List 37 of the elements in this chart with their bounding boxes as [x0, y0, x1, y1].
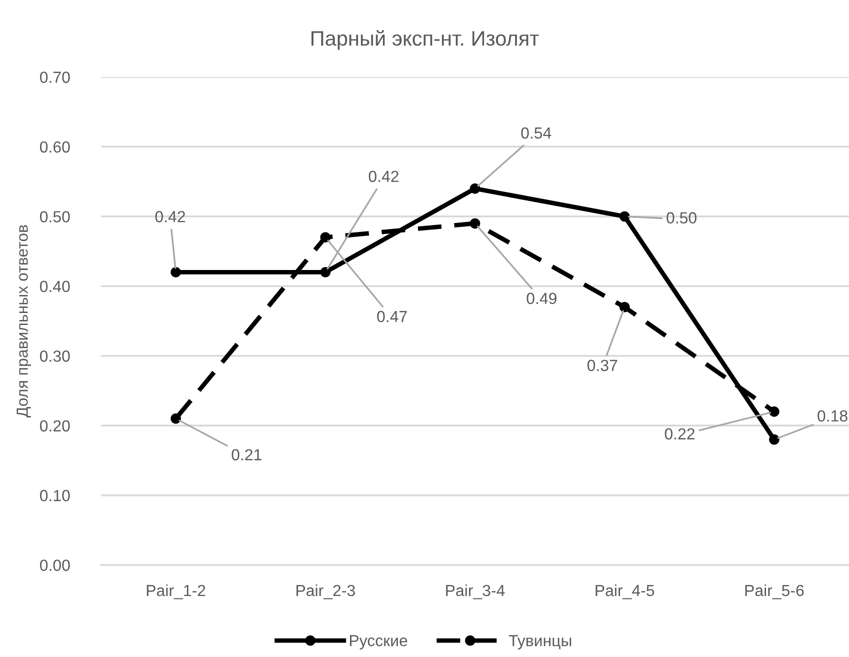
- legend-label: Русские: [350, 635, 408, 650]
- y-tick-label: 0.30: [40, 350, 70, 362]
- x-tick-label: Pair_4-5: [596, 584, 654, 600]
- y-axis-title: Доля правильных ответов: [16, 225, 32, 418]
- data-label: 0.42: [368, 170, 398, 182]
- y-tick-label: 0.60: [40, 141, 70, 153]
- x-tick-label: Pair_1-2: [146, 584, 206, 600]
- data-label: 0.47: [377, 310, 407, 322]
- data-label: 0.37: [587, 360, 618, 372]
- point: [170, 266, 182, 278]
- data-label: 0.21: [232, 449, 262, 460]
- x-tick-label: Pair_2-3: [296, 584, 355, 600]
- point: [470, 183, 480, 194]
- y-tick-label: 0.40: [40, 280, 70, 292]
- legend-label: Тувинцы: [508, 635, 572, 650]
- point: [470, 218, 480, 229]
- point: [619, 211, 630, 222]
- data-label: 0.54: [521, 127, 552, 139]
- point: [768, 434, 780, 445]
- point: [320, 266, 331, 278]
- point: [768, 406, 780, 417]
- point: [320, 232, 331, 243]
- data-label: 0.49: [526, 292, 556, 304]
- chart-title: Парный эксп-нт. Изолят: [312, 30, 539, 50]
- y-tick-label: 0.50: [40, 211, 70, 222]
- point: [170, 413, 182, 424]
- x-tick-label: Pair_3-4: [446, 584, 505, 600]
- data-label: 0.22: [664, 428, 694, 440]
- y-tick-label: 0.20: [40, 420, 70, 432]
- data-label: 0.50: [666, 212, 696, 224]
- x-tick-label: Pair_5-6: [745, 584, 804, 600]
- data-label: 0.42: [155, 211, 185, 222]
- y-tick-label: 0.70: [40, 72, 70, 83]
- point: [619, 302, 630, 312]
- data-label: 0.18: [818, 410, 848, 422]
- y-tick-label: 0.00: [40, 560, 70, 571]
- y-tick-label: 0.10: [40, 490, 70, 502]
